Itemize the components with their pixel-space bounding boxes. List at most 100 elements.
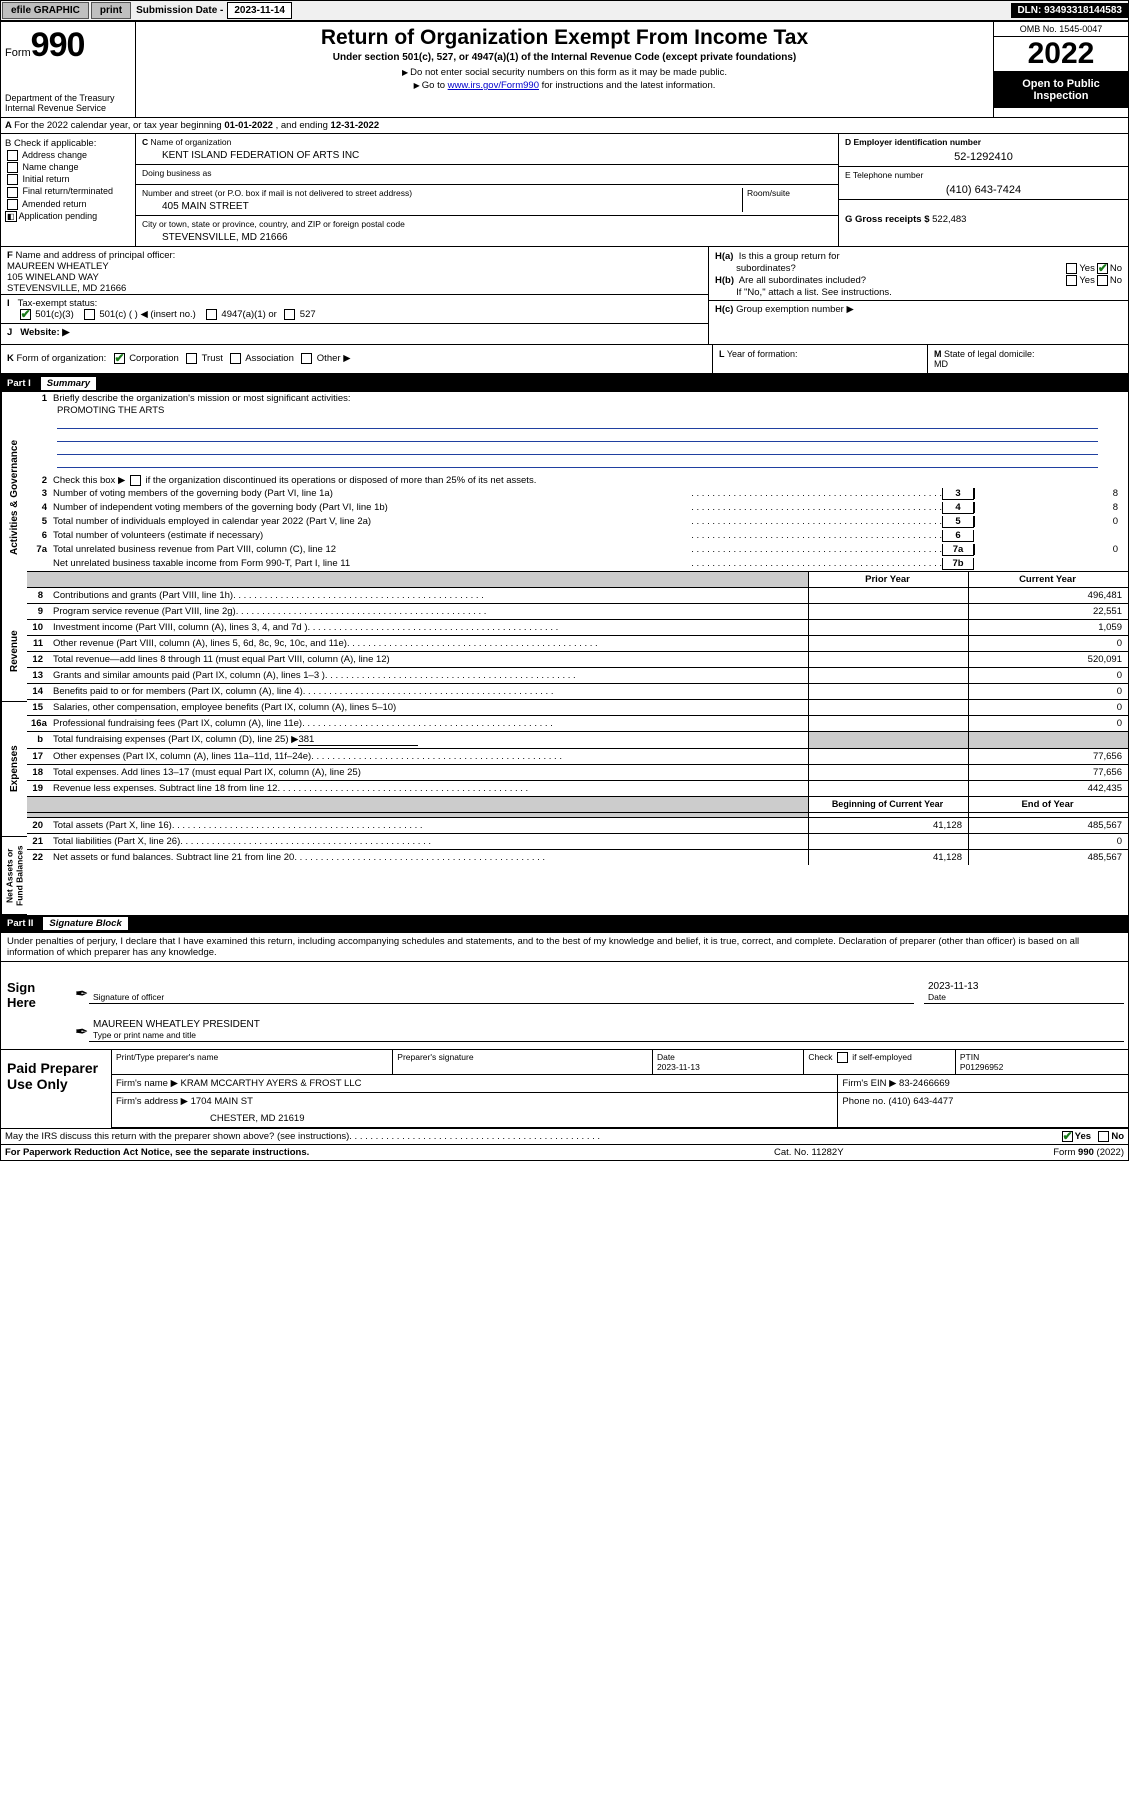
ha-no[interactable] xyxy=(1097,263,1108,274)
print-button[interactable]: print xyxy=(91,2,131,19)
paid-preparer-label: Paid Preparer Use Only xyxy=(1,1050,111,1128)
may-yes[interactable] xyxy=(1062,1131,1073,1142)
section-f: F Name and address of principal officer:… xyxy=(7,250,702,294)
line22-cy: 485,567 xyxy=(968,849,1128,865)
chk-trust[interactable] xyxy=(186,353,197,364)
sec-netassets: Beginning of Current YearEnd of Year 20T… xyxy=(27,797,1128,865)
prep-selfemp: Check if self-employed xyxy=(803,1050,954,1075)
vtab-activities: Activities & Governance xyxy=(1,392,27,602)
efile-graphic-button[interactable]: efile GRAPHIC xyxy=(2,2,89,19)
section-l: L Year of formation: xyxy=(713,345,928,373)
hb-no[interactable] xyxy=(1097,275,1108,286)
sec-expenses: 13Grants and similar amounts paid (Part … xyxy=(27,668,1128,797)
b-label: B Check if applicable: xyxy=(5,138,131,149)
line5-val: 0 xyxy=(974,516,1124,527)
hb-yes[interactable] xyxy=(1066,275,1077,286)
chk-501c3[interactable] xyxy=(20,309,31,320)
ssn-note: Do not enter social security numbers on … xyxy=(144,67,985,78)
line22-py: 41,128 xyxy=(808,849,968,865)
line15-cy: 0 xyxy=(968,699,1128,715)
chk-final-return[interactable] xyxy=(7,187,18,198)
mission-text: PROMOTING THE ARTS xyxy=(57,405,164,416)
prep-date: Date2023-11-13 xyxy=(652,1050,803,1075)
prep-ptin: PTINP01296952 xyxy=(955,1050,1128,1075)
return-title: Return of Organization Exempt From Incom… xyxy=(144,26,985,50)
vtab-expenses: Expenses xyxy=(1,702,27,837)
line18-cy: 77,656 xyxy=(968,764,1128,780)
ein-value: 52-1292410 xyxy=(845,147,1122,163)
section-h: H(a) Is this a group return for subordin… xyxy=(708,247,1128,344)
chk-address-change[interactable] xyxy=(7,150,18,161)
chk-527[interactable] xyxy=(284,309,295,320)
line20-py: 41,128 xyxy=(808,817,968,833)
chk-corp[interactable] xyxy=(114,353,125,364)
prep-name-hdr: Print/Type preparer's name xyxy=(111,1050,392,1075)
org-name: KENT ISLAND FEDERATION OF ARTS INC xyxy=(142,148,832,161)
section-k: K Form of organization: Corporation Trus… xyxy=(1,345,713,373)
form990-link[interactable]: www.irs.gov/Form990 xyxy=(448,80,539,91)
line17-cy: 77,656 xyxy=(968,748,1128,764)
officer-signature[interactable]: Signature of officer xyxy=(89,980,914,1004)
chk-4947[interactable] xyxy=(206,309,217,320)
firm-ein: Firm's EIN ▶ 83-2466669 xyxy=(837,1075,1128,1093)
line11-cy: 0 xyxy=(968,635,1128,651)
chk-initial-return[interactable] xyxy=(7,174,18,185)
prep-sig-hdr: Preparer's signature xyxy=(392,1050,652,1075)
line7a-val: 0 xyxy=(974,544,1124,555)
form-word: Form xyxy=(5,47,31,59)
section-m: M State of legal domicile:MD xyxy=(928,345,1128,373)
line12-cy: 520,091 xyxy=(968,651,1128,667)
pen-icon: ✒ xyxy=(75,984,89,1004)
row-fhij: F Name and address of principal officer:… xyxy=(1,247,1128,345)
goto-note: Go to www.irs.gov/Form990 for instructio… xyxy=(144,80,985,91)
may-discuss-row: May the IRS discuss this return with the… xyxy=(1,1129,1128,1144)
may-no[interactable] xyxy=(1098,1131,1109,1142)
officer-name: MAUREEN WHEATLEY xyxy=(7,261,109,272)
form-header: Form990 Department of the Treasury Inter… xyxy=(1,22,1128,118)
line8-cy: 496,481 xyxy=(968,587,1128,603)
column-c-org-info: C Name of organizationKENT ISLAND FEDERA… xyxy=(136,134,838,246)
form-page: Form990 Department of the Treasury Inter… xyxy=(0,21,1129,1161)
officer-name-title: MAUREEN WHEATLEY PRESIDENTType or print … xyxy=(89,1007,1124,1042)
org-street: 405 MAIN STREET xyxy=(142,199,742,212)
sign-here-label: Sign Here xyxy=(1,962,71,1049)
phone-value: (410) 643-7424 xyxy=(845,180,1122,196)
firm-address: Firm's address ▶ 1704 MAIN STCHESTER, MD… xyxy=(111,1093,837,1128)
org-city: STEVENSVILLE, MD 21666 xyxy=(142,230,832,243)
line14-cy: 0 xyxy=(968,683,1128,699)
firm-phone: Phone no. (410) 643-4477 xyxy=(837,1093,1128,1128)
chk-assoc[interactable] xyxy=(230,353,241,364)
sec-revenue: Prior YearCurrent Year 8Contributions an… xyxy=(27,572,1128,668)
return-subtitle: Under section 501(c), 527, or 4947(a)(1)… xyxy=(144,52,985,63)
line19-cy: 442,435 xyxy=(968,780,1128,796)
sign-here-block: Sign Here ✒ Signature of officer 2023-11… xyxy=(1,961,1128,1050)
dept-treasury: Department of the Treasury xyxy=(5,93,131,103)
summary-section: Activities & Governance Revenue Expenses… xyxy=(1,392,1128,915)
submission-label: Submission Date - xyxy=(132,5,227,16)
chk-self-employed[interactable] xyxy=(837,1052,848,1063)
submission-date: 2023-11-14 xyxy=(227,2,292,19)
part2-header: Part IISignature Block xyxy=(1,915,1128,932)
line10-cy: 1,059 xyxy=(968,619,1128,635)
gross-receipts: 522,483 xyxy=(932,214,966,225)
firm-name: Firm's name ▶ KRAM MCCARTHY AYERS & FROS… xyxy=(111,1075,837,1093)
paid-preparer-block: Paid Preparer Use Only Print/Type prepar… xyxy=(1,1050,1128,1129)
ha-yes[interactable] xyxy=(1066,263,1077,274)
sign-date: 2023-11-13Date xyxy=(924,969,1124,1004)
line20-cy: 485,567 xyxy=(968,817,1128,833)
chk-name-change[interactable] xyxy=(7,162,18,173)
sec-activities: 1Briefly describe the organization's mis… xyxy=(27,392,1128,572)
part1-header: Part ISummary xyxy=(1,375,1128,392)
dba-label: Doing business as xyxy=(142,168,211,178)
chk-amended[interactable] xyxy=(7,199,18,210)
line16a-cy: 0 xyxy=(968,715,1128,731)
chk-other[interactable] xyxy=(301,353,312,364)
column-de: D Employer identification number52-12924… xyxy=(838,134,1128,246)
tax-year: 2022 xyxy=(994,37,1128,72)
line9-cy: 22,551 xyxy=(968,603,1128,619)
chk-discontinued[interactable] xyxy=(130,475,141,486)
irs-label: Internal Revenue Service xyxy=(5,103,131,113)
chk-501c[interactable] xyxy=(84,309,95,320)
line21-cy: 0 xyxy=(968,833,1128,849)
dln-value: DLN: 93493318144583 xyxy=(1011,3,1128,18)
